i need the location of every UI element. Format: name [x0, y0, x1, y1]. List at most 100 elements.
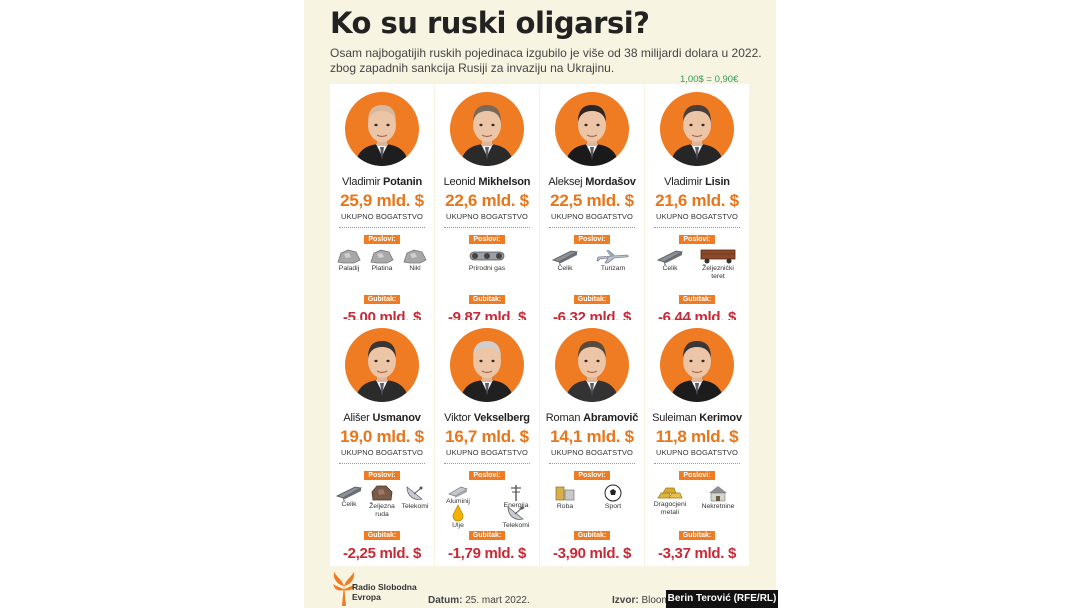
photo-credit: Berin Terović (RFE/RL): [666, 590, 778, 608]
power-pole-icon: [493, 484, 539, 502]
first-name: Viktor: [444, 412, 471, 424]
business-tag: Poslovi:: [364, 471, 400, 480]
loss-tag: Gubitak:: [573, 295, 611, 304]
date-label: Datum:: [428, 595, 463, 606]
oligarch-name: Suleiman Kerimov: [645, 412, 749, 424]
loss-tag: Gubitak:: [468, 531, 506, 540]
last-name: Mordašov: [585, 176, 636, 188]
business-item: Platina: [363, 248, 401, 273]
business-item: Čelik: [651, 248, 689, 273]
business-label: Sport: [604, 503, 622, 510]
logo-line-2: Evropa: [352, 592, 381, 602]
wealth-label: UKUPNO BOGATSTVO: [656, 448, 738, 457]
wealth-label: UKUPNO BOGATSTVO: [341, 212, 423, 221]
wealth-value: 22,6 mld. $: [445, 191, 529, 210]
satellite-dish-icon: [493, 504, 539, 522]
wealth-label: UKUPNO BOGATSTVO: [446, 448, 528, 457]
portrait-photo: [345, 328, 419, 402]
date-value: 25. mart 2022.: [465, 595, 530, 606]
first-name: Aleksej: [548, 176, 583, 188]
portrait-photo: [555, 92, 629, 166]
goods-icon: [546, 484, 584, 502]
divider: [549, 463, 635, 464]
oligarch-card: Ališer Usmanov 19,0 mld. $ UKUPNO BOGATSTV…: [330, 320, 434, 566]
business-item: Aluminij: [435, 484, 481, 506]
business-label: Nikl: [409, 265, 421, 272]
aluminium-icon: [435, 484, 481, 498]
steel-beam-icon: [330, 484, 368, 500]
steel-beam-icon: [546, 248, 584, 264]
business-list: Prirodni gas: [435, 248, 539, 288]
wealth-label: UKUPNO BOGATSTVO: [341, 448, 423, 457]
satellite-dish-icon: [396, 484, 434, 502]
last-name: Vekselberg: [473, 412, 530, 424]
divider: [654, 463, 740, 464]
portrait-photo: [450, 328, 524, 402]
oligarch-card: Viktor Vekselberg 16,7 mld. $ UKUPNO BOGAT…: [435, 320, 539, 566]
business-item: Sport: [594, 484, 632, 511]
oligarch-name: Viktor Vekselberg: [435, 412, 539, 424]
business-list: Čelik Željeznički teret: [645, 248, 749, 288]
last-name: Abramovič: [583, 412, 639, 424]
gold-bars-icon: [651, 484, 689, 500]
wealth-value: 21,6 mld. $: [655, 191, 739, 210]
page-title: Ko su ruski oligarsi?: [330, 6, 650, 40]
business-label: Platina: [371, 265, 393, 272]
business-item: Čelik: [330, 484, 368, 509]
first-name: Vladimir: [342, 176, 381, 188]
source-value: Bloomb: [641, 595, 676, 606]
loss-value: -3,90 mld. $: [552, 545, 632, 562]
logo-line-1: Radio Slobodna: [352, 582, 417, 592]
oligarch-card: Leonid Mikhelson 22,6 mld. $ UKUPNO BOGATS…: [435, 84, 539, 326]
business-item: Željeznički teret: [699, 248, 737, 281]
page-subtitle: Osam najbogatijih ruskih pojedinaca izgu…: [330, 46, 762, 75]
business-label: Aluminij: [446, 498, 470, 505]
business-tag: Poslovi:: [574, 471, 610, 480]
first-name: Ališer: [343, 412, 370, 424]
business-label: Prirodni gas: [468, 265, 506, 272]
wealth-label: UKUPNO BOGATSTVO: [551, 212, 633, 221]
business-list: Čelik Turizam: [540, 248, 644, 288]
business-label: Turizam: [600, 265, 626, 272]
last-name: Potanin: [383, 176, 422, 188]
oligarch-name: Aleksej Mordašov: [540, 176, 644, 188]
football-icon: [594, 484, 632, 502]
business-item: Turizam: [594, 248, 632, 273]
business-label: Paladij: [338, 265, 360, 272]
business-tag: Poslovi:: [469, 471, 505, 480]
first-name: Leonid: [443, 176, 476, 188]
first-name: Vladimir: [664, 176, 703, 188]
oligarch-card: Vladimir Lisin 21,6 mld. $ UKUPNO BOGATSTV…: [645, 84, 749, 326]
loss-value: -3,37 mld. $: [657, 545, 737, 562]
business-item: Nekretnine: [699, 484, 737, 511]
wealth-label: UKUPNO BOGATSTVO: [656, 212, 738, 221]
business-list: Čelik Željezna ruda Telekomi: [330, 484, 434, 524]
business-list: Dragocjeni metali Nekretnine: [645, 484, 749, 524]
oligarch-name: Vladimir Potanin: [330, 176, 434, 188]
business-item: Ulje: [435, 504, 481, 530]
footer-source: Izvor: Bloomb: [612, 595, 675, 606]
first-name: Suleiman: [652, 412, 697, 424]
wealth-value: 19,0 mld. $: [340, 427, 424, 446]
divider: [549, 227, 635, 228]
portrait-photo: [345, 92, 419, 166]
business-tag: Poslovi:: [364, 235, 400, 244]
source-label: Izvor:: [612, 595, 639, 606]
business-item: Paladij: [330, 248, 368, 273]
oligarch-name: Ališer Usmanov: [330, 412, 434, 424]
house-icon: [699, 484, 737, 502]
last-name: Lisin: [705, 176, 730, 188]
portrait-photo: [660, 92, 734, 166]
rock-icon: [396, 248, 434, 264]
loss-tag: Gubitak:: [363, 295, 401, 304]
airplane-icon: [594, 248, 632, 264]
loss-tag: Gubitak:: [363, 531, 401, 540]
business-label: Roba: [556, 503, 574, 510]
business-label: Željeznički teret: [702, 265, 734, 280]
gas-pipe-icon: [468, 248, 506, 264]
wealth-value: 16,7 mld. $: [445, 427, 529, 446]
business-item: Telekomi: [493, 504, 539, 530]
oligarch-name: Leonid Mikhelson: [435, 176, 539, 188]
business-item: Roba: [546, 484, 584, 511]
rferl-logo-icon: [333, 572, 355, 606]
